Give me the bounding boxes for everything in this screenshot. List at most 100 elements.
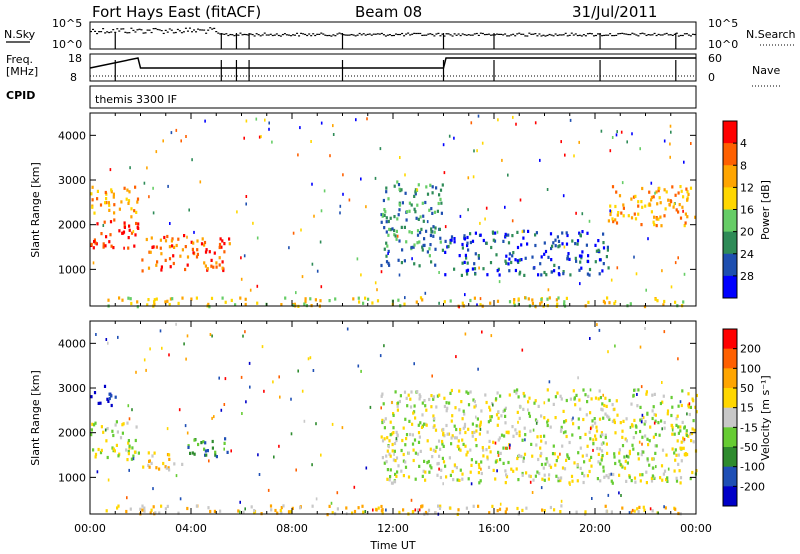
scatter-cell — [504, 259, 507, 263]
scatter-cell — [418, 508, 421, 512]
scatter-cell — [323, 189, 326, 193]
scatter-cell — [674, 261, 677, 265]
scatter-cell — [105, 192, 108, 196]
noise-point — [255, 33, 258, 35]
scatter-cell — [611, 136, 614, 139]
scatter-cell — [618, 459, 621, 463]
scatter-cell — [520, 243, 523, 247]
scatter-cell — [610, 479, 613, 483]
scatter-cell — [641, 473, 644, 477]
scatter-cell — [639, 147, 641, 151]
scatter-cell — [600, 129, 603, 133]
scatter-cell — [531, 298, 534, 302]
scatter-cell — [652, 405, 655, 409]
scatter-cell — [586, 400, 589, 404]
scatter-cell — [190, 240, 193, 244]
scatter-cell — [569, 118, 572, 122]
scatter-cell — [578, 231, 581, 235]
scatter-cell — [441, 442, 444, 446]
scatter-cell — [467, 477, 470, 481]
scatter-cell — [303, 302, 306, 306]
scatter-cell — [102, 430, 105, 434]
noise-point — [619, 32, 622, 35]
scatter-cell — [228, 242, 231, 246]
scatter-cell — [441, 439, 444, 444]
scatter-cell — [152, 211, 155, 215]
scatter-cell — [107, 341, 109, 345]
scatter-cell — [529, 480, 532, 484]
scatter-cell — [127, 246, 130, 250]
scatter-cell — [622, 214, 625, 218]
scatter-cell — [505, 254, 508, 258]
scatter-cell — [243, 136, 245, 140]
scatter-cell — [329, 154, 331, 158]
scatter-cell — [687, 434, 690, 438]
scatter-cell — [537, 457, 540, 462]
scatter-cell — [161, 346, 163, 350]
scatter-cell — [419, 296, 423, 300]
scatter-cell — [214, 453, 217, 457]
noise-point — [651, 34, 654, 36]
scatter-cell — [419, 395, 422, 399]
scatter-cell — [679, 185, 682, 189]
scatter-cell — [604, 435, 607, 440]
power-plot-bg — [90, 113, 696, 306]
scatter-cell — [649, 203, 652, 207]
scatter-cell — [553, 263, 556, 267]
scatter-cell — [371, 301, 374, 305]
scatter-cell — [477, 367, 479, 371]
scatter-cell — [109, 168, 112, 172]
scatter-cell — [555, 474, 558, 478]
scatter-cell — [112, 192, 115, 196]
scatter-cell — [663, 299, 666, 304]
scatter-cell — [410, 498, 413, 502]
scatter-cell — [201, 237, 204, 241]
scatter-cell — [479, 427, 482, 431]
scatter-cell — [554, 238, 557, 242]
scatter-cell — [636, 393, 638, 396]
scatter-cell — [695, 410, 698, 414]
scatter-cell — [449, 391, 452, 395]
scatter-cell — [477, 471, 480, 475]
scatter-cell — [629, 302, 632, 306]
scatter-cell — [365, 205, 367, 209]
scatter-cell — [413, 262, 416, 266]
scatter-cell — [214, 450, 217, 454]
scatter-cell — [657, 217, 660, 221]
scatter-cell — [624, 459, 627, 463]
scatter-cell — [549, 425, 552, 429]
scatter-cell — [421, 248, 424, 252]
scatter-cell — [376, 299, 380, 303]
scatter-cell — [478, 465, 481, 470]
scatter-cell — [127, 452, 130, 456]
scatter-cell — [562, 409, 565, 413]
scatter-cell — [594, 260, 597, 264]
noise-point — [685, 33, 688, 35]
noise-point — [554, 33, 557, 35]
scatter-cell — [502, 446, 505, 450]
scatter-cell — [383, 426, 386, 430]
noise-point — [461, 33, 464, 35]
scatter-cell — [385, 190, 388, 194]
scatter-cell — [690, 142, 692, 145]
scatter-cell — [554, 395, 557, 399]
colorbar-tick-label: 20 — [740, 226, 754, 239]
scatter-cell — [497, 438, 500, 442]
scatter-cell — [546, 460, 549, 464]
noise-point — [306, 34, 309, 37]
scatter-cell — [147, 463, 150, 467]
scatter-cell — [533, 401, 536, 405]
scatter-cell — [654, 191, 656, 195]
scatter-cell — [635, 272, 638, 276]
scatter-cell — [187, 444, 190, 448]
scatter-cell — [646, 459, 649, 463]
scatter-cell — [689, 186, 693, 190]
scatter-cell — [256, 236, 259, 240]
scatter-cell — [666, 479, 669, 483]
scatter-cell — [463, 234, 466, 238]
scatter-cell — [380, 220, 383, 224]
scatter-cell — [436, 209, 439, 213]
scatter-cell — [147, 298, 150, 302]
scatter-cell — [650, 181, 653, 185]
scatter-cell — [605, 442, 608, 446]
